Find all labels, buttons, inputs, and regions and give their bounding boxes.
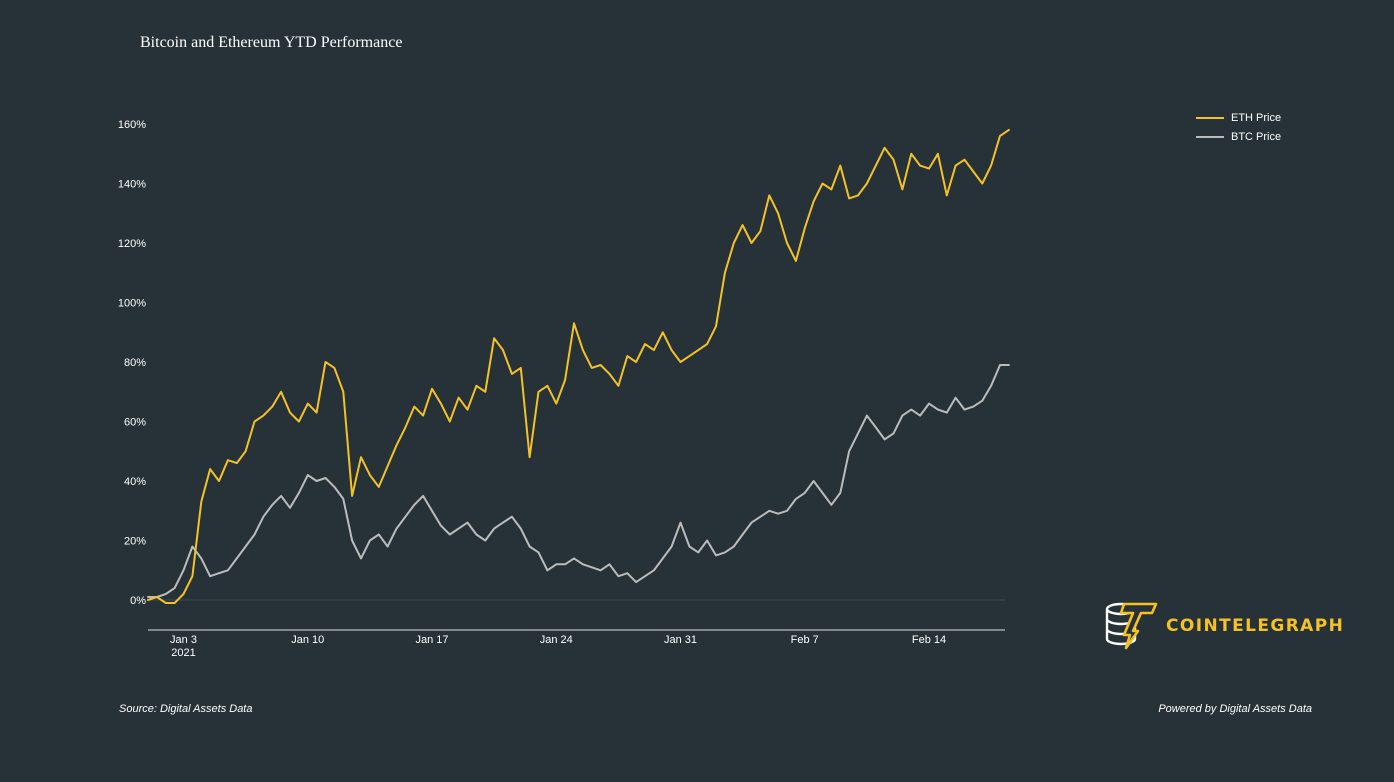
- series-line-btc-price[interactable]: [147, 364, 1010, 598]
- y-tick-label: 120%: [118, 238, 146, 250]
- series-line-eth-price[interactable]: [147, 128, 1010, 604]
- series-layer: [147, 128, 1010, 604]
- y-tick-label: 0%: [130, 595, 146, 607]
- x-tick-label: Jan 31: [664, 634, 697, 646]
- x-tick-label: Jan 24: [540, 634, 573, 646]
- y-tick-label: 160%: [118, 119, 146, 131]
- legend-swatch-btc: [1196, 135, 1224, 138]
- y-tick-label: 100%: [118, 298, 146, 310]
- y-tick-label: 140%: [118, 179, 146, 191]
- powered-by-note: Powered by Digital Assets Data: [1158, 703, 1312, 715]
- y-tick-label: 60%: [124, 417, 146, 429]
- x-tick-label: Jan 17: [415, 634, 448, 646]
- y-tick-label: 20%: [124, 536, 146, 548]
- coin-stack-icon: [1105, 602, 1158, 650]
- legend-item-eth[interactable]: ETH Price: [1196, 108, 1281, 127]
- legend: ETH Price BTC Price: [1196, 108, 1281, 146]
- legend-label-btc: BTC Price: [1231, 130, 1282, 143]
- y-tick-label: 80%: [124, 357, 146, 369]
- x-tick-year-label: 2021: [171, 647, 195, 659]
- x-tick-label: Feb 7: [791, 634, 819, 646]
- chart-title: Bitcoin and Ethereum YTD Performance: [140, 34, 403, 51]
- legend-label-eth: ETH Price: [1231, 111, 1282, 124]
- y-axis-ticks: 0% 20% 40% 60% 80% 100% 120% 140% 160%: [118, 119, 146, 607]
- cointelegraph-logo: COINTELEGRAPH: [1104, 600, 1344, 652]
- y-tick-label: 40%: [124, 476, 146, 488]
- source-note: Source: Digital Assets Data: [119, 703, 253, 715]
- logo-wordmark: COINTELEGRAPH: [1166, 616, 1345, 636]
- x-tick-label: Jan 3: [170, 634, 197, 646]
- x-tick-label: Feb 14: [912, 634, 946, 646]
- x-tick-label: Jan 10: [291, 634, 324, 646]
- legend-swatch-eth: [1196, 116, 1224, 119]
- legend-item-btc[interactable]: BTC Price: [1196, 127, 1281, 146]
